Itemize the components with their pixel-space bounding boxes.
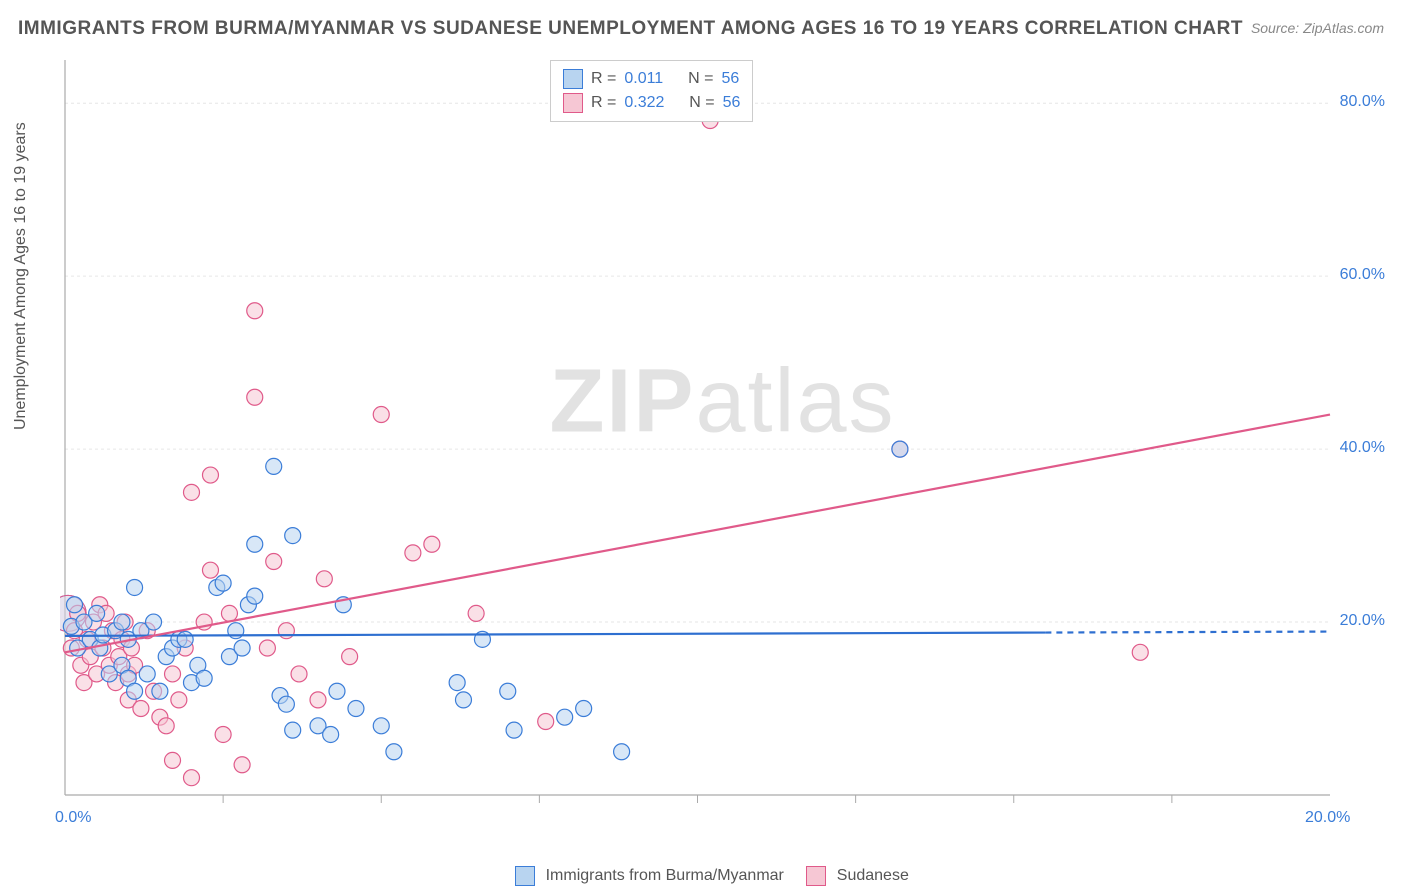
x-tick-label: 20.0%	[1305, 809, 1350, 827]
legend-row-1: R = 0.011 N = 56	[563, 67, 740, 91]
stats-legend: R = 0.011 N = 56 R = 0.322 N = 56	[550, 60, 753, 122]
r-value: 0.322	[624, 94, 664, 112]
r-value: 0.011	[624, 70, 663, 88]
series1-name: Immigrants from Burma/Myanmar	[546, 867, 784, 884]
n-value: 56	[723, 94, 741, 112]
y-tick-label: 80.0%	[1340, 93, 1385, 111]
n-label: N =	[689, 94, 714, 112]
swatch-series1	[563, 69, 583, 89]
swatch-series1-bottom	[515, 866, 535, 886]
series2-name: Sudanese	[837, 867, 909, 884]
r-label: R =	[591, 94, 616, 112]
y-tick-label: 20.0%	[1340, 612, 1385, 630]
x-tick-label: 0.0%	[55, 809, 91, 827]
n-value: 56	[721, 70, 739, 88]
swatch-series2	[563, 93, 583, 113]
chart-area: ZIPatlas 20.0%40.0%60.0%80.0%0.0%20.0%	[60, 55, 1385, 825]
scatter-plot	[60, 55, 1385, 825]
n-label: N =	[688, 70, 713, 88]
bottom-legend: Immigrants from Burma/Myanmar Sudanese	[0, 866, 1406, 886]
source-label: Source: ZipAtlas.com	[1251, 20, 1384, 36]
swatch-series2-bottom	[806, 866, 826, 886]
chart-title: IMMIGRANTS FROM BURMA/MYANMAR VS SUDANES…	[18, 18, 1243, 40]
legend-row-2: R = 0.322 N = 56	[563, 91, 740, 115]
r-label: R =	[591, 70, 616, 88]
y-tick-label: 60.0%	[1340, 266, 1385, 284]
y-axis-label: Unemployment Among Ages 16 to 19 years	[12, 122, 30, 430]
y-tick-label: 40.0%	[1340, 439, 1385, 457]
